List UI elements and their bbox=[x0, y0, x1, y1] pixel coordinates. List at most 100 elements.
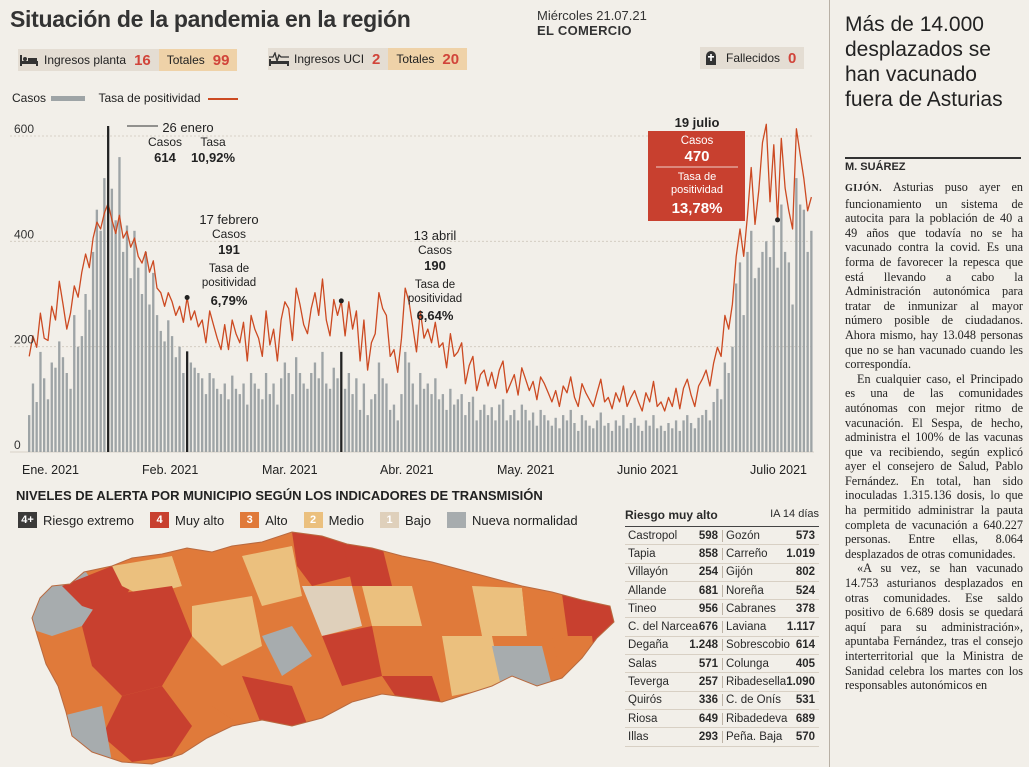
incidence-value: 293 bbox=[698, 730, 718, 743]
annotation-13-abril: 13 abril Casos 190 Tasa de positividad 6,… bbox=[408, 228, 462, 323]
cases-bar bbox=[592, 428, 595, 452]
cases-bar bbox=[208, 373, 211, 452]
cases-bar bbox=[501, 399, 505, 452]
cases-bar bbox=[614, 420, 618, 452]
cases-bar bbox=[622, 415, 625, 452]
cases-bar bbox=[174, 357, 178, 452]
table-row: Tapia 858 Carreño 1.019 bbox=[625, 545, 819, 564]
cases-bar bbox=[588, 425, 591, 452]
cases-bar bbox=[584, 420, 587, 452]
cases-bar bbox=[129, 278, 132, 452]
municipality-name: Degaña bbox=[628, 639, 669, 652]
cases-bars bbox=[28, 128, 813, 452]
incidence-value: 802 bbox=[795, 566, 815, 579]
cases-bar bbox=[122, 251, 125, 452]
cases-bar bbox=[219, 394, 223, 452]
cases-bar bbox=[54, 367, 57, 452]
municipality-name: Laviana bbox=[726, 621, 767, 634]
cases-bar bbox=[325, 383, 328, 452]
municipality-name: Allande bbox=[628, 584, 667, 597]
cases-bar bbox=[310, 373, 313, 452]
cases-bar bbox=[362, 383, 366, 452]
cases-bar bbox=[272, 383, 275, 452]
cases-bar bbox=[513, 409, 516, 452]
cases-bar bbox=[392, 404, 396, 452]
cases-bar bbox=[490, 407, 493, 452]
cases-bar bbox=[257, 388, 260, 452]
cases-bar bbox=[351, 394, 354, 452]
cases-bar bbox=[133, 230, 136, 452]
annotation-rate-label: Tasa de positividad bbox=[202, 263, 256, 289]
cases-bar bbox=[505, 420, 508, 452]
annotation-rate-value: 10,92% bbox=[191, 150, 236, 165]
cases-bar bbox=[377, 362, 381, 452]
annotation-rate-value: 6,79% bbox=[211, 293, 248, 308]
cases-bar bbox=[516, 420, 520, 452]
incidence-value: 1.248 bbox=[689, 639, 718, 652]
table-row: Riosa 649 Ribadedeva 689 bbox=[625, 710, 819, 729]
x-month-label: May. 2021 bbox=[497, 463, 554, 477]
cases-bar bbox=[464, 415, 467, 452]
level-swatch: 2 bbox=[303, 512, 323, 528]
incidence-value: 531 bbox=[795, 694, 815, 707]
cases-bar bbox=[569, 409, 572, 452]
cases-bar bbox=[701, 415, 704, 452]
cases-bar bbox=[283, 362, 287, 452]
map-region-cangas bbox=[102, 686, 192, 762]
y-tick-label: 200 bbox=[14, 333, 34, 347]
map-region-pilona bbox=[472, 586, 527, 636]
cases-bar bbox=[31, 383, 35, 452]
incidence-value: 614 bbox=[795, 639, 815, 652]
cases-bar bbox=[110, 188, 114, 452]
cases-bar bbox=[238, 394, 241, 452]
annotation-cases-value: 470 bbox=[684, 148, 709, 165]
municipality-name: Villayón bbox=[628, 566, 669, 579]
alert-level-legend: 4+ Riesgo extremo 4 Muy alto 3 Alto 2 Medio … bbox=[18, 512, 578, 528]
article-paragraph: GIJÓN. Asturias puso ayer en funcionamie… bbox=[845, 180, 1023, 372]
map-region-gozon bbox=[292, 532, 352, 586]
level-swatch: 4 bbox=[150, 512, 170, 528]
table-row: Salas 571 Colunga 405 bbox=[625, 655, 819, 674]
table-row: Illas 293 Peña. Baja 570 bbox=[625, 728, 819, 747]
map-title: NIVELES DE ALERTA POR MUNICIPIO SEGÚN LO… bbox=[16, 488, 543, 503]
legend-cases-label: Casos bbox=[12, 91, 47, 105]
cases-bar bbox=[374, 394, 377, 452]
cases-bar bbox=[656, 428, 659, 452]
cases-bar bbox=[603, 425, 606, 452]
annotation-rate-label-line: Tasa de bbox=[678, 171, 717, 183]
cases-bar bbox=[355, 378, 358, 452]
annotation-rate-label-line: Tasa de bbox=[209, 263, 249, 275]
cases-bar bbox=[163, 341, 166, 452]
table-cell: Tapia 858 bbox=[625, 548, 722, 560]
annotation-highlight-box bbox=[648, 131, 745, 221]
cases-bar bbox=[674, 420, 678, 452]
table-row: Castropol 598 Gozón 573 bbox=[625, 527, 819, 546]
incidence-value: 524 bbox=[795, 584, 815, 597]
annotation-26-enero: 26 enero Casos 614 Tasa 10,92% bbox=[127, 120, 235, 165]
municipality-name: Colunga bbox=[726, 657, 769, 670]
level-swatch: 4+ bbox=[18, 512, 37, 528]
article-dateline: GIJÓN. bbox=[845, 183, 883, 194]
cases-bar bbox=[618, 425, 621, 452]
cases-bar bbox=[295, 357, 298, 452]
annotation-cases-label: Casos bbox=[418, 243, 452, 257]
table-cell: Illas 293 bbox=[625, 731, 722, 743]
cases-bar bbox=[595, 420, 599, 452]
x-month-label: Julio 2021 bbox=[750, 463, 807, 477]
page-title: Situación de la pandemia en la región bbox=[10, 6, 411, 32]
marker-dot bbox=[184, 294, 190, 300]
table-cell: Degaña 1.248 bbox=[625, 639, 722, 651]
cases-bar bbox=[626, 428, 629, 452]
cases-bar bbox=[99, 230, 102, 452]
table-row: Quirós 336 C. de Onís 531 bbox=[625, 692, 819, 710]
cases-bar bbox=[528, 420, 531, 452]
incidence-value: 254 bbox=[698, 566, 718, 579]
cases-bar bbox=[539, 409, 542, 452]
cases-bar bbox=[727, 373, 730, 452]
table-subtitle: IA 14 días bbox=[770, 508, 819, 520]
annotation-markers bbox=[107, 126, 781, 452]
annotation-rate-label: Tasa bbox=[200, 135, 226, 149]
cases-bar bbox=[757, 267, 760, 452]
cases-bar bbox=[562, 415, 565, 452]
